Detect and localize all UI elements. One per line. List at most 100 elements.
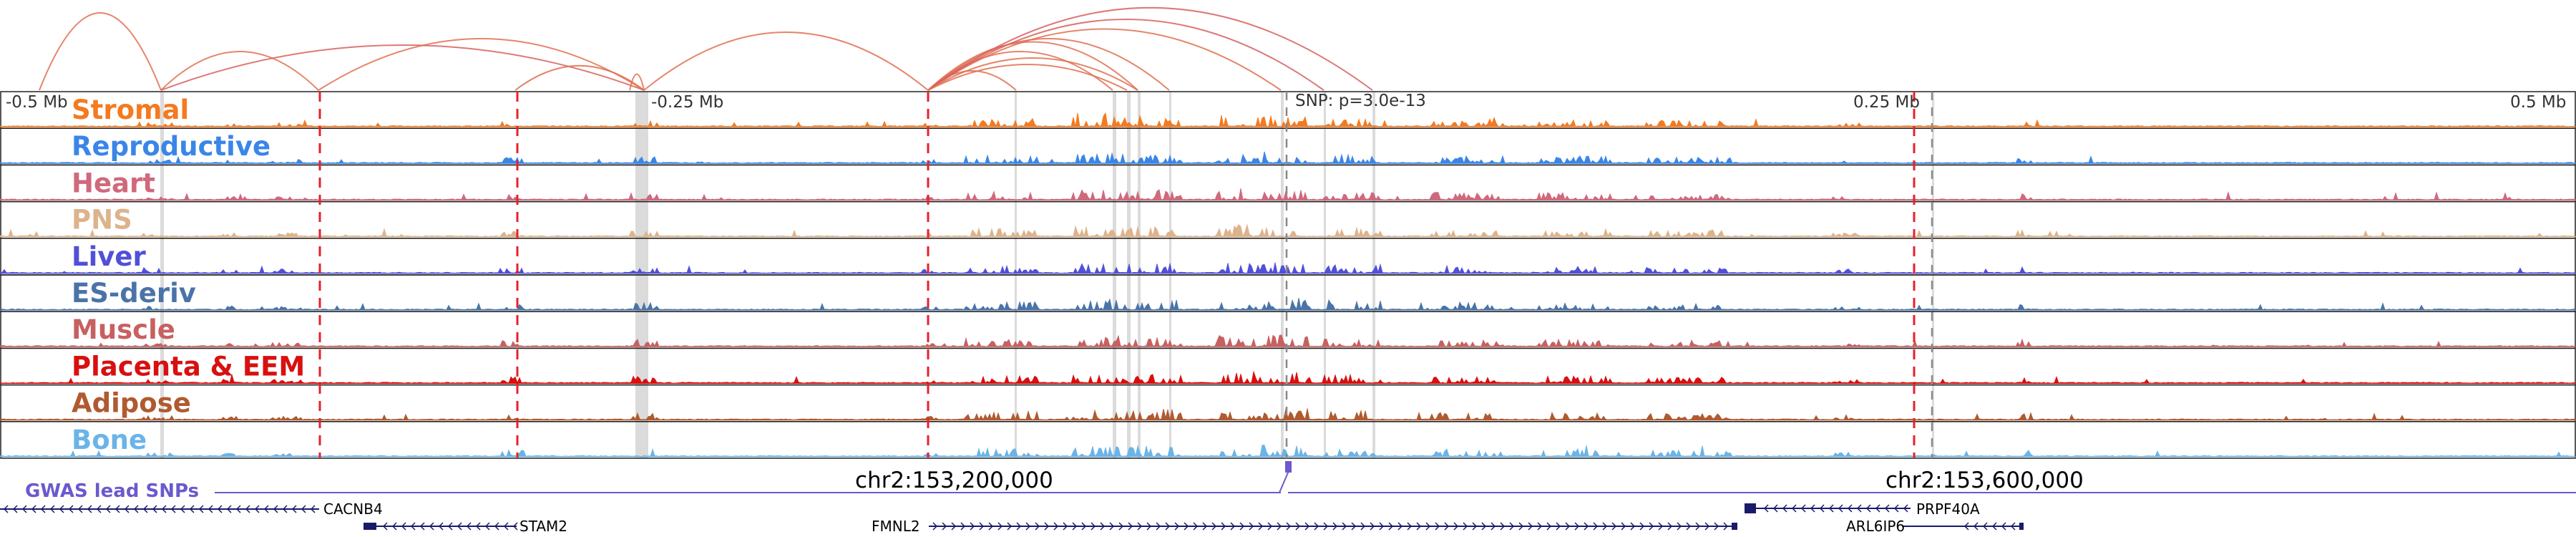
- strand-arrow: [979, 522, 985, 531]
- strand-arrow: [466, 522, 472, 531]
- strand-arrow: [1035, 522, 1040, 531]
- track-label: Reproductive: [72, 131, 270, 162]
- strand-arrow: [1425, 522, 1431, 531]
- strand-arrow: [1053, 522, 1059, 531]
- strand-arrow: [1686, 522, 1692, 531]
- strand-arrow: [1360, 522, 1366, 531]
- strand-arrow: [161, 505, 167, 513]
- chromatin-loop-arc: [927, 41, 1138, 91]
- strand-arrow: [457, 522, 462, 531]
- strand-arrow: [1800, 504, 1806, 513]
- gene-cacnb4: CACNB4: [0, 500, 383, 518]
- strand-arrow: [951, 522, 957, 531]
- strand-arrow: [1838, 504, 1843, 513]
- track-frame: [0, 274, 2576, 312]
- strand-arrow: [1016, 522, 1022, 531]
- strand-arrow: [1704, 522, 1710, 531]
- snp-pvalue-label: SNP: p=3.0e-13: [1295, 92, 1426, 110]
- strand-arrow: [1109, 522, 1115, 531]
- strand-arrow: [1903, 504, 1908, 513]
- strand-arrow: [1137, 522, 1143, 531]
- track-labels: Stromal Reproductive Heart PNS Liver ES-deriv…: [72, 95, 305, 455]
- track-label: Placenta & EEM: [72, 351, 305, 382]
- strand-arrow: [301, 505, 306, 513]
- track-frame: [0, 200, 2576, 239]
- chromatin-loop-arc: [160, 44, 645, 91]
- strand-arrow: [1565, 522, 1571, 531]
- strand-arrow: [198, 505, 204, 513]
- strand-arrow: [105, 505, 111, 513]
- track-signal: [0, 445, 2576, 458]
- strand-arrow: [1397, 522, 1403, 531]
- strand-arrow: [1379, 522, 1385, 531]
- strand-arrow: [942, 522, 947, 531]
- strand-arrow: [2001, 522, 2006, 531]
- strand-arrow: [12, 505, 18, 513]
- strand-arrow: [1973, 522, 1979, 531]
- strand-arrow: [1584, 522, 1589, 531]
- strand-arrow: [1865, 504, 1871, 513]
- gene-label-stam2: STAM2: [519, 518, 567, 535]
- axis-mid-right-label: 0.25 Mb: [1853, 93, 1920, 112]
- strand-arrow: [1081, 522, 1087, 531]
- strand-arrow: [1695, 522, 1701, 531]
- strand-arrow: [1963, 522, 1969, 531]
- strand-arrow: [447, 522, 453, 531]
- strand-arrow: [1211, 522, 1217, 531]
- strand-arrow: [997, 522, 1003, 531]
- strand-arrow: [1649, 522, 1654, 531]
- chromatin-loop-arc: [927, 28, 1282, 91]
- strand-arrow: [1202, 522, 1208, 531]
- strand-arrow: [970, 522, 975, 531]
- strand-arrow: [1472, 522, 1478, 531]
- strand-arrow: [142, 505, 148, 513]
- gene-label-arl6ip6: ARL6IP6: [1846, 518, 1905, 535]
- chromatin-loop-arc: [927, 38, 1170, 91]
- strand-arrow: [114, 505, 120, 513]
- strand-arrow: [1518, 522, 1524, 531]
- strand-arrow: [1714, 522, 1719, 531]
- strand-arrow: [1184, 522, 1189, 531]
- strand-arrow: [1314, 522, 1319, 531]
- strand-arrow: [226, 505, 232, 513]
- strand-arrow: [932, 522, 938, 531]
- chromatin-loop-arc: [629, 73, 645, 91]
- gene-label-cacnb4: CACNB4: [323, 500, 383, 518]
- strand-arrow: [217, 505, 223, 513]
- strand-arrow: [1063, 522, 1068, 531]
- strand-arrow: [1435, 522, 1440, 531]
- axis-mid-left-label: -0.25 Mb: [651, 93, 723, 112]
- track-signal: [0, 262, 2576, 274]
- strand-arrow: [1893, 504, 1899, 513]
- strand-arrow: [1286, 522, 1292, 531]
- strand-arrow: [291, 505, 297, 513]
- strand-arrow: [1847, 504, 1853, 513]
- track-signal: [0, 408, 2576, 421]
- strand-arrow: [1025, 522, 1031, 531]
- strand-arrow: [49, 505, 55, 513]
- strand-arrow: [263, 505, 269, 513]
- strand-arrow: [133, 505, 139, 513]
- strand-arrow: [391, 522, 397, 531]
- strand-arrow: [484, 522, 490, 531]
- strand-arrow: [3, 505, 9, 513]
- strand-arrow: [310, 505, 316, 513]
- strand-arrow: [1072, 522, 1078, 531]
- strand-arrow: [1546, 522, 1552, 531]
- strand-arrow: [1007, 522, 1013, 531]
- strand-arrow: [1884, 504, 1890, 513]
- strand-arrow: [1528, 522, 1533, 531]
- strand-arrow: [429, 522, 434, 531]
- strand-arrow: [1118, 522, 1124, 531]
- strand-arrow: [1782, 504, 1787, 513]
- strand-arrow: [180, 505, 185, 513]
- strand-arrow: [1128, 522, 1133, 531]
- track-frame: [0, 164, 2576, 203]
- strand-arrow: [1100, 522, 1106, 531]
- track-frame: [0, 311, 2576, 349]
- strand-arrow: [1828, 504, 1834, 513]
- strand-arrow: [1602, 522, 1608, 531]
- chromatin-loops: [39, 6, 1373, 91]
- strand-arrow: [1856, 504, 1862, 513]
- strand-arrow: [1639, 522, 1645, 531]
